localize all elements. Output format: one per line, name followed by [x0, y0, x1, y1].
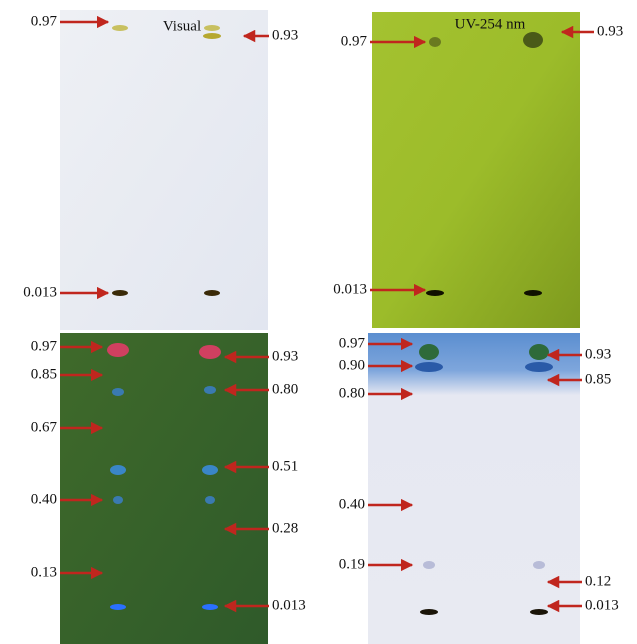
spot	[423, 561, 435, 569]
rf-label: 0.28	[272, 520, 298, 536]
rf-label: 0.013	[23, 284, 57, 300]
rf-label: 0.97	[31, 13, 58, 29]
rf-label: 0.013	[585, 597, 619, 613]
spot	[204, 25, 220, 31]
rf-label: 0.19	[339, 556, 365, 572]
spot	[426, 290, 444, 296]
spot	[204, 386, 216, 394]
spot	[419, 344, 439, 360]
spot	[112, 388, 124, 396]
rf-label: 0.85	[585, 371, 611, 387]
spot	[199, 345, 221, 359]
spot	[204, 290, 220, 296]
spot	[107, 343, 129, 357]
rf-label: 0.90	[339, 357, 365, 373]
spot	[110, 604, 126, 610]
tlc-plate	[372, 12, 580, 328]
rf-label: 0.93	[272, 348, 298, 364]
panel-title: UV-254 nm	[455, 16, 526, 32]
tlc-plate	[368, 333, 580, 644]
spot	[113, 496, 123, 504]
rf-label: 0.80	[272, 381, 298, 397]
spot	[524, 290, 542, 296]
spot	[420, 609, 438, 615]
spot	[429, 37, 441, 47]
rf-label: 0.93	[585, 346, 611, 362]
rf-label: 0.93	[272, 27, 298, 43]
tlc-plate	[60, 333, 268, 644]
spot	[205, 496, 215, 504]
spot	[523, 32, 543, 48]
rf-label: 0.67	[31, 419, 58, 435]
rf-label: 0.13	[31, 564, 57, 580]
rf-label: 0.85	[31, 366, 57, 382]
rf-label: 0.51	[272, 458, 298, 474]
spot	[112, 25, 128, 31]
spot	[202, 604, 218, 610]
rf-label: 0.97	[341, 33, 368, 49]
rf-label: 0.12	[585, 573, 611, 589]
rf-label: 0.97	[339, 335, 366, 351]
panel-title: Visual	[163, 18, 201, 34]
spot	[533, 561, 545, 569]
spot	[529, 344, 549, 360]
rf-label: 0.013	[272, 597, 306, 613]
spot	[203, 33, 221, 39]
rf-label: 0.80	[339, 385, 365, 401]
rf-label: 0.013	[333, 281, 367, 297]
spot	[530, 609, 548, 615]
rf-label: 0.93	[597, 23, 623, 39]
rf-label: 0.40	[31, 491, 57, 507]
spot	[202, 465, 218, 475]
spot	[525, 362, 553, 372]
spot	[415, 362, 443, 372]
rf-label: 0.40	[339, 496, 365, 512]
tlc-plate	[60, 10, 268, 330]
rf-label: 0.97	[31, 338, 58, 354]
spot	[110, 465, 126, 475]
spot	[112, 290, 128, 296]
